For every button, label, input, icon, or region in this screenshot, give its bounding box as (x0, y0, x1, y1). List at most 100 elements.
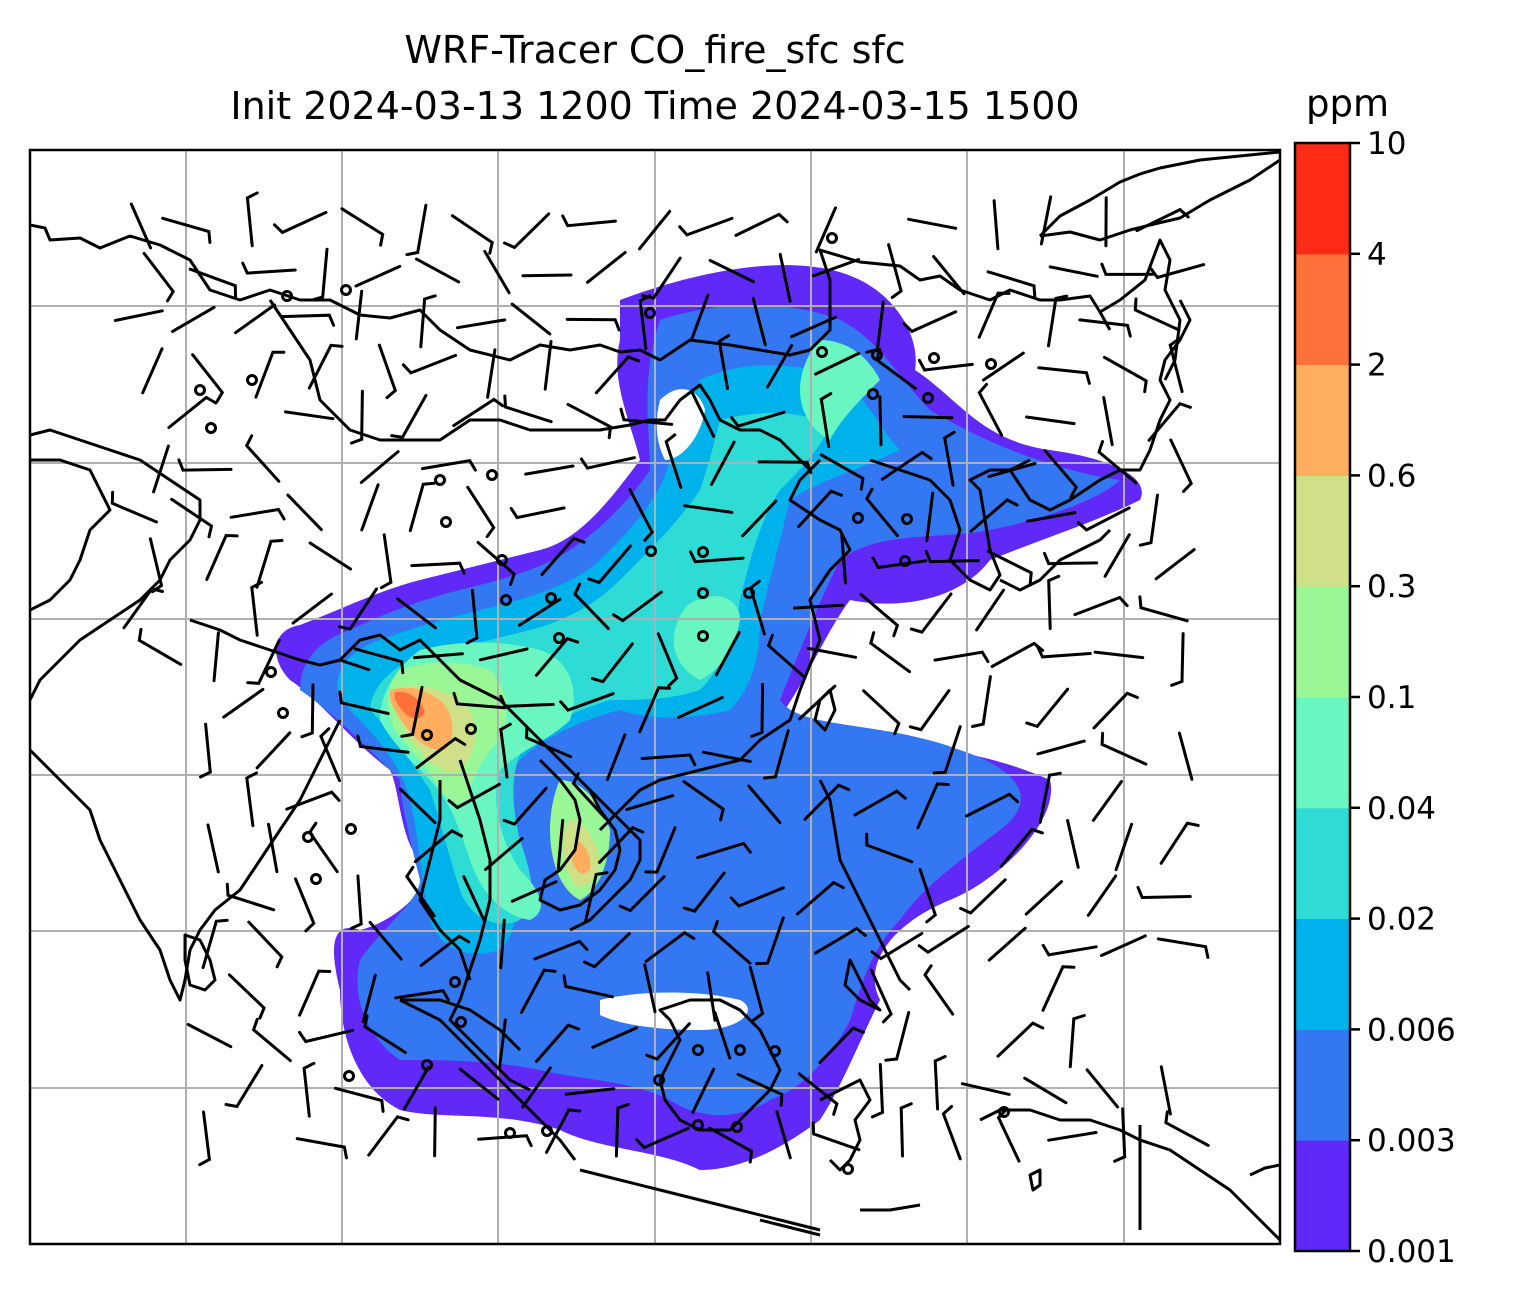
wind-barb (255, 539, 284, 589)
wind-barb (840, 533, 847, 585)
wind-barb (677, 696, 724, 719)
wind-barb (476, 541, 516, 586)
wind-barb (137, 627, 183, 666)
wind-barb (696, 841, 752, 860)
wind-barb (465, 588, 479, 645)
wind-barb (943, 430, 956, 487)
wind-barb (798, 684, 837, 721)
calm-wind-circle (644, 307, 656, 319)
wind-barb (734, 212, 789, 237)
wind-barb (960, 1082, 1011, 1096)
wind-barb (415, 257, 461, 284)
wind-barb (404, 865, 436, 918)
wind-barb (234, 303, 277, 335)
wind-barb (996, 1108, 1021, 1163)
calm-wind-circle (922, 392, 934, 404)
calm-wind-circle (541, 1125, 553, 1137)
wind-barb (586, 251, 627, 284)
wind-barb (129, 202, 153, 250)
wind-barb (1169, 438, 1193, 493)
wind-barb (405, 203, 428, 257)
wind-barb (643, 963, 657, 1014)
wind-barb (730, 410, 786, 428)
wind-barb (1092, 691, 1139, 730)
wind-barb (420, 458, 477, 472)
wind-barb (917, 924, 970, 955)
wind-barb (520, 968, 557, 1014)
wind-barb (870, 1063, 885, 1119)
wind-barb (361, 973, 377, 1024)
wind-barb (368, 920, 403, 961)
wind-barb (708, 259, 755, 284)
wind-barb (400, 685, 424, 738)
wind-barb (509, 506, 566, 520)
calm-wind-circle (899, 555, 911, 567)
wind-barb (571, 772, 608, 821)
wind-barb (869, 631, 911, 674)
wind-barb (711, 919, 752, 965)
map-title-line1: WRF-Tracer CO_fire_sfc sfc (404, 28, 906, 72)
wind-barb (714, 631, 741, 677)
wind-barb (308, 541, 352, 571)
wind-barb (766, 344, 794, 389)
wind-barb (638, 686, 672, 734)
wind-barb (399, 787, 437, 825)
wind-barb (683, 504, 734, 514)
wind-barb (273, 210, 328, 235)
wind-barb (708, 1126, 754, 1164)
wind-barb (499, 694, 555, 708)
wind-barb (645, 1022, 691, 1061)
wind-barb (244, 434, 281, 483)
wind-barb (638, 209, 672, 251)
wind-barb (250, 580, 263, 637)
wind-barb (977, 291, 1011, 339)
wind-barb (579, 456, 636, 470)
wind-barb (484, 837, 524, 871)
wind-barb (747, 784, 782, 825)
wind-barb (295, 1137, 348, 1160)
calm-wind-circle (205, 422, 217, 434)
wind-barb (656, 632, 679, 688)
calm-wind-circle (852, 512, 864, 524)
calm-wind-circle (867, 388, 879, 400)
calm-wind-circle (734, 1044, 746, 1056)
wind-barb (359, 450, 400, 484)
wind-barb (1149, 263, 1206, 280)
wind-barb (294, 877, 316, 933)
calm-wind-circle (246, 374, 258, 386)
wind-barb (565, 317, 621, 332)
wind-barb (206, 823, 220, 874)
colorbar-band (1295, 475, 1350, 587)
wind-barb (1024, 880, 1063, 916)
wind-barb (1147, 401, 1192, 442)
wind-barb (566, 402, 613, 440)
wind-barb (1043, 449, 1079, 499)
wind-barb (1078, 318, 1132, 338)
wind-barb (199, 722, 212, 779)
wind-barb (360, 483, 380, 532)
wind-barb (819, 453, 865, 491)
wind-barb (1047, 294, 1069, 348)
wind-barb (628, 488, 654, 542)
wind-barb (811, 1121, 861, 1152)
wind-barb (502, 786, 548, 826)
wind-barb (408, 481, 436, 533)
wind-barb (1138, 595, 1189, 623)
calm-wind-circle (553, 632, 565, 644)
calm-wind-circle (504, 1127, 516, 1139)
wind-barb (338, 690, 390, 715)
wind-barb (533, 939, 589, 961)
colorbar-tick-label: 10 (1367, 126, 1406, 162)
wind-barb (925, 491, 935, 543)
wind-barb (619, 407, 674, 426)
calm-wind-circle (731, 1121, 743, 1133)
wind-barb (462, 875, 486, 922)
wind-barb (254, 350, 286, 399)
wind-barb (682, 871, 726, 913)
calm-wind-circle (928, 352, 940, 364)
wind-barb (483, 249, 511, 295)
wind-barb (1026, 511, 1077, 523)
wind-barb (415, 736, 467, 770)
calm-wind-circle (500, 594, 512, 606)
wind-barb (884, 1011, 911, 1062)
